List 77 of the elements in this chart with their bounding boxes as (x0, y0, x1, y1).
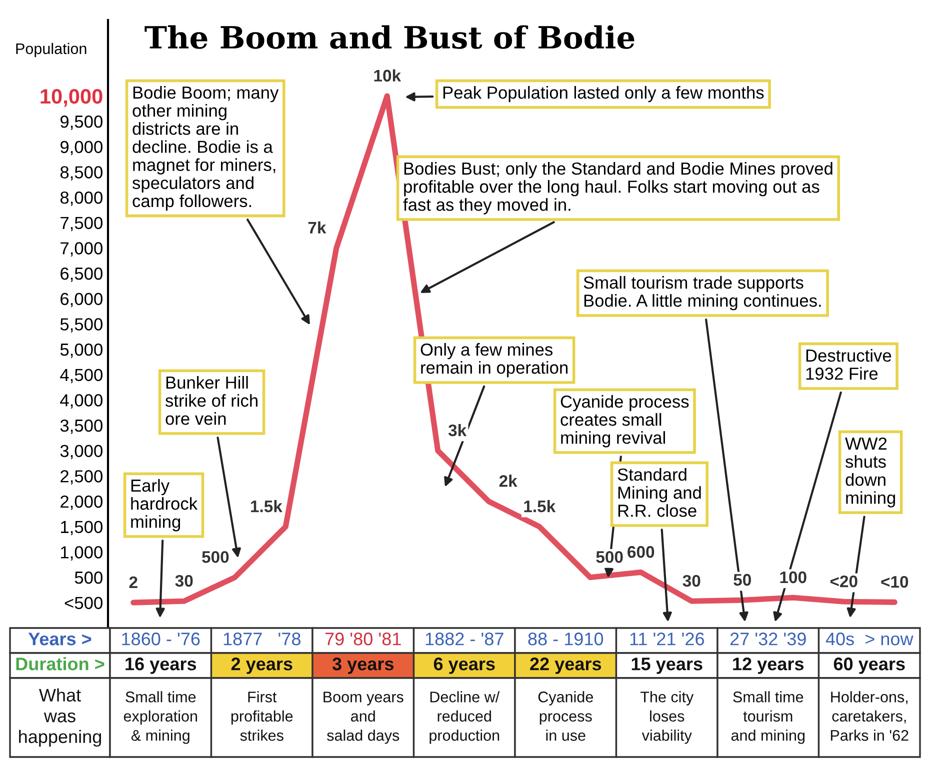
annotation: Bodies Bust; only the Standard and Bodie Mines proved profitable over the long haul. Folks start moving out as fast as they moved in. (403, 162, 832, 214)
y-tick-label: <500 (64, 596, 102, 610)
annotation: Cyanide process creates small mining revival (560, 395, 689, 448)
data-label: 500 (202, 551, 229, 563)
data-label: 100 (780, 571, 806, 584)
text: 11 '21 '26 (630, 632, 704, 646)
data-label: <20 (830, 575, 858, 588)
data-label: 7k (308, 221, 326, 234)
y-tick-label: 6,500 (60, 268, 102, 282)
chart-title: The Boom and Bust of Bodie (144, 25, 634, 49)
text: First profitable strikes (231, 691, 293, 741)
data-label: 30 (175, 574, 193, 587)
y-tick-label: 10,000 (40, 89, 102, 107)
text: Years > (28, 632, 92, 646)
text: 15 years (632, 658, 702, 674)
text: Decline w/ reduced production (430, 691, 500, 744)
y-tick-label: 5,000 (60, 344, 102, 358)
y-tick-label: 8,500 (60, 166, 102, 181)
annotation: WW2 shuts down mining (845, 437, 896, 508)
data-label: 30 (682, 574, 700, 587)
annotation: Standard Mining and R.R. close (618, 468, 701, 517)
y-tick-label: 4,500 (60, 368, 102, 384)
text: 16 years (126, 658, 196, 674)
text: 1882 - '87 (426, 632, 504, 646)
data-label: 500 (596, 551, 623, 563)
annotation: Bunker Hill strike of rich ore vein (165, 376, 258, 425)
y-tick-label: 4,000 (60, 394, 102, 409)
text: Cyanide process in use (538, 691, 593, 741)
text: 3 years (332, 658, 394, 674)
text: 60 years (834, 658, 905, 674)
data-label: 1.5k (524, 500, 556, 512)
data-label: 600 (628, 546, 654, 558)
y-tick-label: 2,000 (60, 496, 102, 510)
y-tick-label: 3,000 (60, 444, 102, 460)
y-tick-label: 1,500 (61, 520, 102, 536)
y-tick-label: 9,000 (60, 140, 102, 156)
data-label: 10k (374, 69, 402, 82)
data-label: 2 (129, 576, 138, 588)
text: 2 years (231, 658, 292, 674)
data-label: 1.5k (251, 500, 282, 512)
y-tick-label: 7,000 (60, 242, 102, 257)
text: The city loses viability (640, 691, 694, 744)
y-tick-label: 6,000 (60, 292, 102, 308)
text: 40s > now (826, 632, 914, 646)
data-label: 2k (499, 474, 518, 487)
annotation: Small tourism trade supports Bodie. A little mining continues. (584, 276, 821, 310)
annotation: Peak Population lasted only a few months (443, 86, 764, 102)
y-tick-label: 3,500 (60, 420, 102, 434)
annotation: Early hardrock mining (131, 479, 198, 532)
text: 6 years (434, 658, 495, 674)
text: 79 '80 '81 (325, 632, 401, 646)
y-tick-label: 9,500 (60, 116, 102, 130)
text: 22 years (530, 658, 602, 674)
data-label: 3k (448, 424, 467, 436)
text: Small time exploration & mining (124, 691, 198, 744)
text: What was happening (19, 688, 102, 747)
text: Holder-ons, caretakers, Parks in '62 (830, 691, 908, 741)
text: 1860 - '76 (122, 632, 200, 646)
text: Duration > (16, 657, 104, 670)
annotation: Destructive 1932 Fire (806, 349, 892, 380)
y-tick-label: 7,500 (60, 216, 102, 232)
text: 12 years (733, 658, 804, 674)
y-tick-label: 5,500 (60, 318, 102, 333)
text: 27 '32 '39 (730, 632, 806, 646)
text: 88 - 1910 (528, 632, 604, 646)
y-axis-title: Population (16, 42, 86, 58)
y-tick-label: 8,000 (60, 192, 102, 206)
data-label: <10 (881, 576, 908, 588)
text: Small time tourism and mining (731, 691, 805, 744)
text: 1877 '78 (224, 632, 300, 646)
data-label: 50 (734, 574, 751, 586)
y-tick-label: 500 (74, 572, 102, 584)
y-tick-label: 2,500 (60, 470, 102, 485)
annotation: Only a few mines remain in operation (420, 343, 568, 378)
text: Boom years and salad days (324, 692, 404, 744)
y-tick-label: 1,000 (61, 546, 102, 561)
annotation: Bodie Boom; many other mining districts are in decline. Bodie is a magnet for miners, speculators and camp followers. (132, 86, 279, 211)
